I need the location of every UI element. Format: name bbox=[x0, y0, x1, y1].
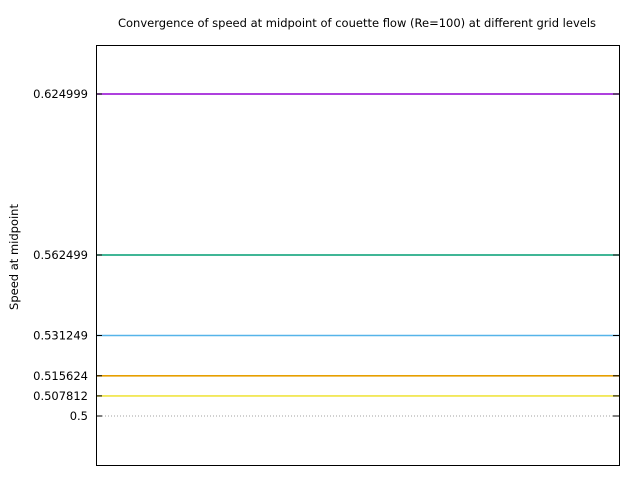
y-tick-label-2: 0.562499 bbox=[33, 248, 88, 262]
series-layer bbox=[96, 93, 619, 417]
y-axis-label: Speed at midpoint bbox=[7, 204, 21, 310]
chart-title: Convergence of speed at midpoint of coue… bbox=[118, 16, 596, 30]
y-tick-label-5: 0.507812 bbox=[33, 389, 88, 403]
y-tick-label-3: 0.531249 bbox=[33, 329, 88, 343]
plot-frame bbox=[96, 45, 620, 466]
y-tick-label-6: 0.5 bbox=[70, 409, 88, 423]
y-tick-label-1: 0.624999 bbox=[33, 87, 88, 101]
y-tick-layer: 0.624999 0.562499 0.531249 0.515624 0.507812… bbox=[33, 87, 619, 423]
y-tick-label-4: 0.515624 bbox=[33, 369, 88, 383]
